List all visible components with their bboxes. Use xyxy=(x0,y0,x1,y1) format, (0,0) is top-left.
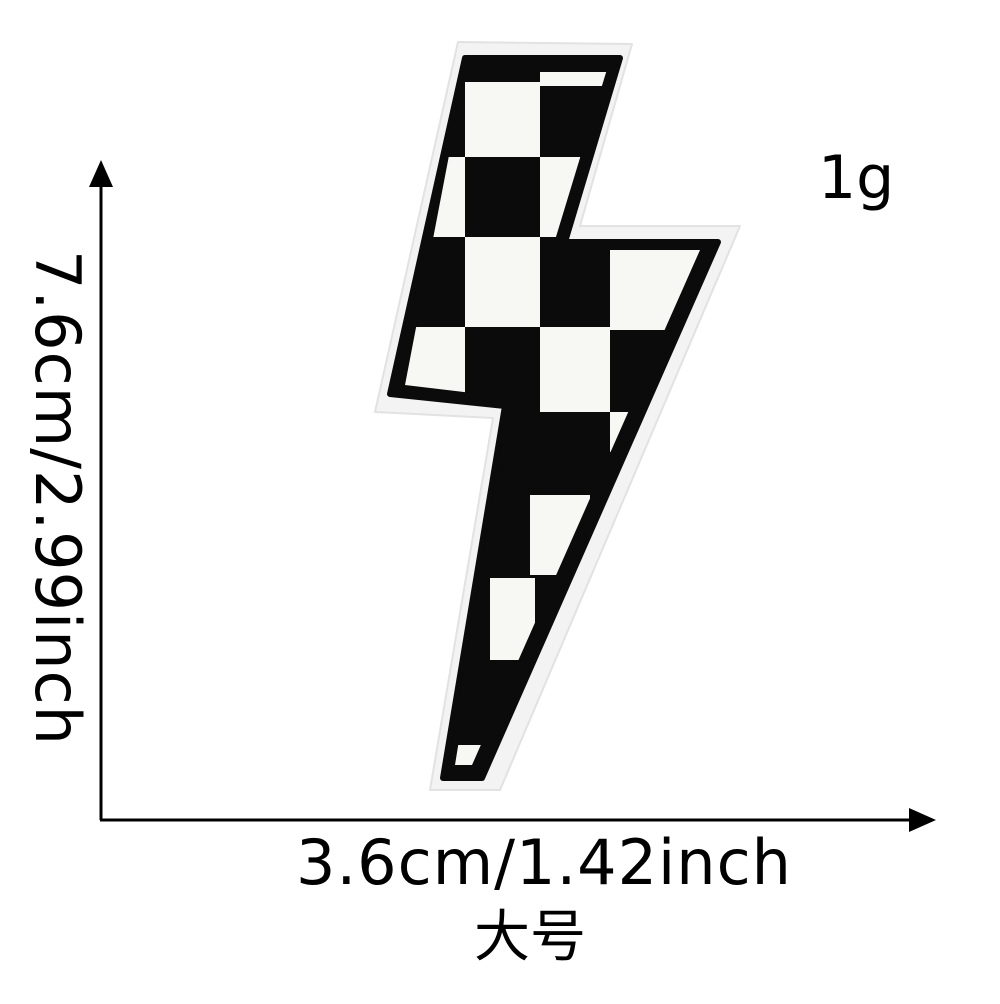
weight-label: 1g xyxy=(818,143,895,213)
height-dimension-label: 7.6cm/2.99inch xyxy=(21,250,94,746)
width-dimension-label: 3.6cm/1.42inch xyxy=(296,826,792,899)
size-label: 大号 xyxy=(474,905,586,970)
